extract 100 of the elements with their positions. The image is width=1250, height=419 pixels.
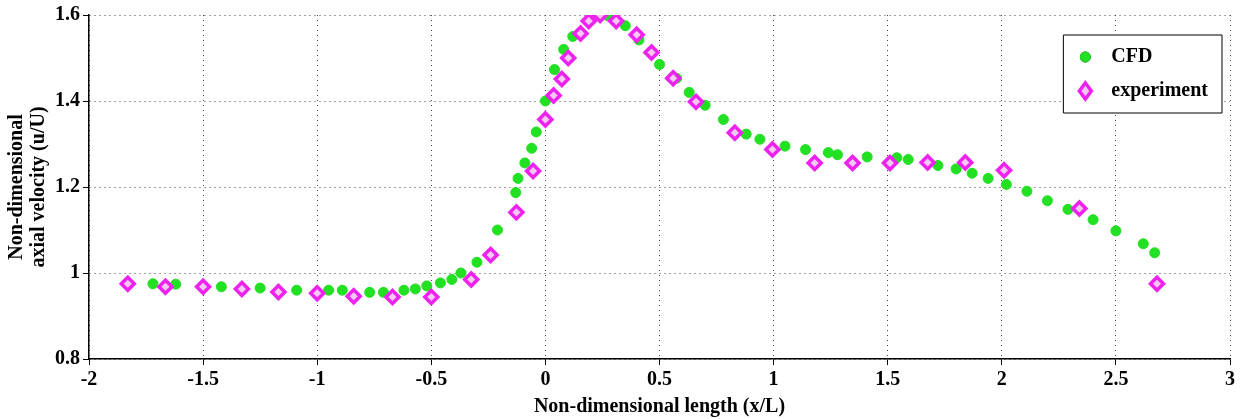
point bbox=[800, 144, 812, 156]
point bbox=[754, 133, 766, 145]
y-axis-title: Non-dimensional axial velocity (u/U) bbox=[4, 106, 50, 268]
x-axis-title: Non-dimensional length (x/L) bbox=[533, 394, 786, 418]
x-tick-label: -1 bbox=[308, 367, 326, 390]
point bbox=[932, 160, 944, 171]
point bbox=[215, 281, 227, 293]
point bbox=[170, 278, 182, 290]
y-tick-label: 0.8 bbox=[55, 346, 80, 369]
point bbox=[545, 87, 562, 104]
point bbox=[559, 49, 577, 67]
point bbox=[482, 246, 499, 264]
point bbox=[519, 157, 531, 169]
point bbox=[384, 288, 401, 306]
x-tick-label: 1 bbox=[768, 367, 779, 390]
point bbox=[147, 278, 159, 290]
point bbox=[194, 278, 212, 296]
x-tick-label: 2.5 bbox=[1103, 367, 1129, 390]
x-tick-label: 2 bbox=[996, 367, 1007, 390]
point bbox=[308, 284, 326, 302]
point bbox=[1137, 238, 1149, 250]
point bbox=[336, 284, 348, 296]
point bbox=[1071, 200, 1088, 217]
point bbox=[508, 204, 525, 221]
point bbox=[832, 149, 843, 161]
point bbox=[254, 282, 266, 294]
x-tick-label: -1.5 bbox=[187, 367, 219, 390]
point bbox=[1148, 275, 1166, 292]
point bbox=[764, 141, 781, 158]
point bbox=[345, 287, 362, 305]
x-tick-label: 0 bbox=[540, 367, 551, 390]
point bbox=[323, 284, 335, 296]
point bbox=[683, 86, 695, 98]
point bbox=[491, 224, 503, 236]
point bbox=[510, 187, 522, 199]
point bbox=[530, 126, 542, 138]
point bbox=[861, 151, 873, 163]
point bbox=[654, 58, 665, 70]
point bbox=[270, 283, 287, 301]
point bbox=[157, 278, 174, 296]
point bbox=[1149, 247, 1161, 259]
point bbox=[524, 162, 542, 180]
point bbox=[643, 44, 660, 61]
y-tick-label: 1.6 bbox=[55, 2, 80, 25]
point bbox=[409, 283, 421, 295]
point bbox=[1087, 214, 1099, 226]
point bbox=[537, 111, 554, 128]
point bbox=[664, 69, 682, 87]
point bbox=[687, 93, 705, 111]
y-tick-label: 1 bbox=[70, 260, 80, 283]
point bbox=[902, 153, 914, 165]
point bbox=[549, 64, 561, 76]
point bbox=[881, 154, 899, 172]
point bbox=[1021, 185, 1033, 197]
point bbox=[526, 142, 538, 154]
point bbox=[779, 140, 791, 152]
legend-label: CFD bbox=[1111, 44, 1153, 67]
point bbox=[995, 161, 1013, 179]
x-tick-label: 0.5 bbox=[647, 367, 672, 390]
point bbox=[119, 275, 137, 292]
point bbox=[966, 167, 978, 179]
point bbox=[1041, 195, 1053, 207]
point bbox=[806, 154, 823, 172]
point bbox=[471, 256, 483, 268]
point bbox=[421, 280, 433, 292]
x-tick-label: 3 bbox=[1225, 367, 1235, 390]
point bbox=[982, 172, 994, 184]
point bbox=[844, 154, 861, 172]
point bbox=[233, 280, 251, 298]
point bbox=[740, 128, 752, 140]
point bbox=[950, 163, 962, 175]
point bbox=[1110, 225, 1122, 237]
point bbox=[462, 271, 480, 288]
point bbox=[364, 286, 376, 298]
legend-label: experiment bbox=[1111, 78, 1209, 102]
point bbox=[607, 15, 625, 30]
point bbox=[957, 154, 974, 171]
point bbox=[423, 288, 440, 306]
point bbox=[446, 273, 458, 285]
y-tick-label: 1.2 bbox=[55, 174, 80, 197]
point bbox=[1062, 203, 1074, 215]
point bbox=[919, 154, 936, 171]
point bbox=[291, 284, 303, 296]
x-tick-label: -0.5 bbox=[415, 367, 448, 390]
point bbox=[822, 147, 834, 159]
y-tick-label: 1.4 bbox=[55, 88, 80, 111]
x-tick-label: -2 bbox=[80, 367, 98, 390]
point bbox=[455, 267, 467, 279]
point bbox=[512, 172, 524, 184]
point bbox=[1000, 178, 1012, 190]
x-tick-label: 1.5 bbox=[875, 367, 901, 390]
point bbox=[434, 277, 446, 289]
point bbox=[717, 113, 729, 125]
point bbox=[539, 95, 551, 107]
point bbox=[553, 70, 571, 88]
point bbox=[398, 284, 410, 296]
point bbox=[628, 26, 645, 44]
point bbox=[580, 15, 598, 30]
point bbox=[572, 25, 589, 42]
point bbox=[726, 124, 744, 142]
